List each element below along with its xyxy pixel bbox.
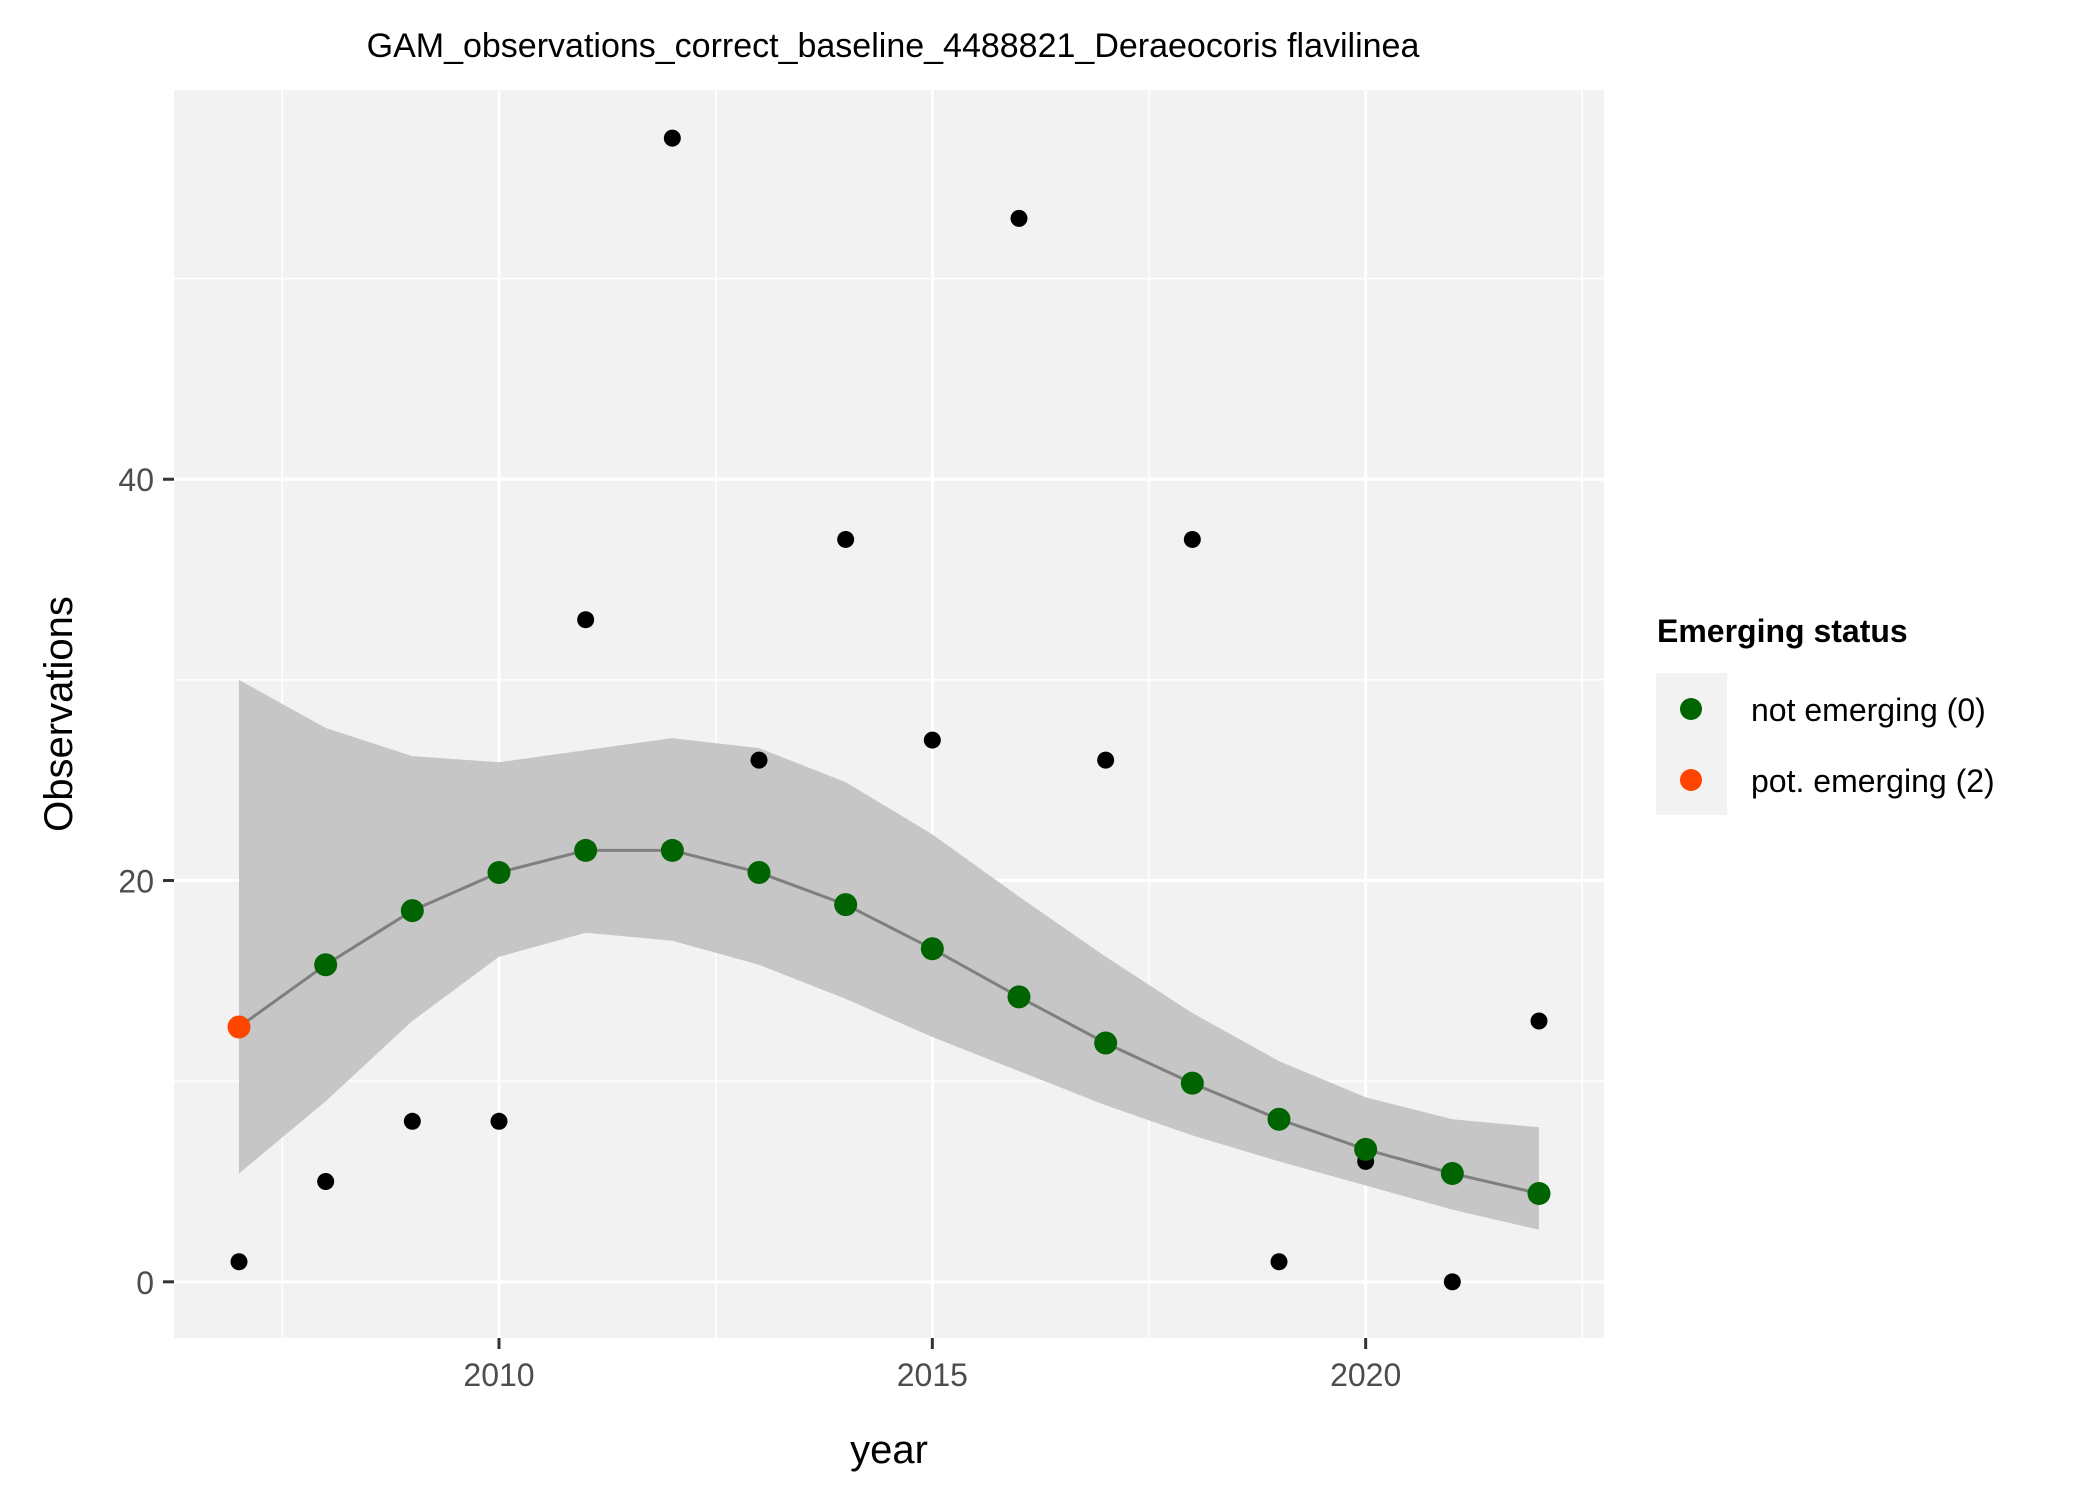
fitted-point — [400, 899, 424, 923]
x-tick-label: 2015 — [897, 1357, 968, 1393]
observed-points — [230, 129, 1548, 1291]
x-axis-label: year — [850, 1428, 928, 1472]
fitted-point — [314, 953, 338, 977]
observed-point — [1270, 1253, 1288, 1271]
observed-point — [230, 1253, 248, 1271]
x-axis: 2010 2015 2020 — [463, 1338, 1401, 1393]
chart-title: GAM_observations_correct_baseline_448882… — [367, 27, 1420, 65]
fitted-point — [834, 893, 858, 917]
observed-point — [1010, 209, 1028, 227]
fitted-point — [1440, 1161, 1464, 1185]
fitted-point — [660, 838, 684, 862]
y-tick-label: 40 — [118, 462, 154, 498]
fitted-point — [574, 838, 598, 862]
observed-point — [577, 611, 595, 629]
fitted-point — [1527, 1182, 1551, 1206]
fitted-line — [238, 848, 1540, 1195]
y-axis: 0 20 40 — [118, 462, 174, 1301]
observed-point — [1530, 1012, 1548, 1030]
fitted-point — [920, 937, 944, 961]
x-tick-label: 2010 — [463, 1357, 534, 1393]
y-tick-label: 20 — [118, 864, 154, 900]
observed-point — [1443, 1273, 1461, 1291]
observed-point — [923, 731, 941, 749]
fitted-point — [1267, 1107, 1291, 1131]
fitted-point — [1094, 1031, 1118, 1055]
observed-point — [837, 530, 855, 548]
fitted-point — [1180, 1071, 1204, 1095]
fitted-point — [1354, 1137, 1378, 1161]
fitted-points — [227, 838, 1551, 1206]
y-axis-label: Observations — [37, 596, 81, 832]
observed-point — [750, 751, 768, 769]
observed-point — [403, 1112, 421, 1130]
legend-label-not-emerging: not emerging (0) — [1751, 692, 1986, 728]
legend-swatch-not-emerging — [1680, 698, 1702, 720]
legend: Emerging status not emerging (0) pot. em… — [1656, 613, 1995, 815]
observed-point — [663, 129, 681, 147]
x-tick-label: 2020 — [1330, 1357, 1401, 1393]
fitted-point — [747, 861, 771, 885]
legend-title: Emerging status — [1657, 613, 1908, 649]
legend-label-pot-emerging: pot. emerging (2) — [1751, 763, 1995, 799]
observed-point — [1183, 530, 1201, 548]
fitted-point — [487, 861, 511, 885]
observed-point — [1097, 751, 1115, 769]
fitted-point — [1007, 985, 1031, 1009]
legend-swatch-pot-emerging — [1680, 769, 1702, 791]
observed-point — [490, 1112, 508, 1130]
y-tick-label: 0 — [136, 1265, 154, 1301]
observed-point — [317, 1172, 335, 1190]
fitted-point — [227, 1015, 251, 1039]
